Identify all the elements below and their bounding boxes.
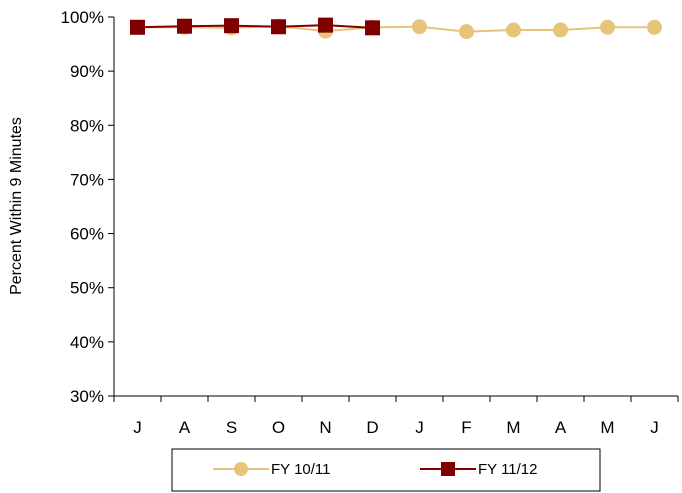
y-tick-label: 30% [70, 387, 104, 406]
data-point [177, 18, 192, 34]
data-point [506, 22, 521, 38]
y-tick-label: 40% [70, 333, 104, 352]
y-axis-title: Percent Within 9 Minutes [8, 117, 25, 295]
series-line [137, 24, 373, 29]
data-point [318, 17, 333, 33]
x-tick-label: A [179, 418, 191, 437]
legend-marker [441, 462, 455, 476]
plot-area [113, 17, 678, 397]
legend: FY 10/11 FY 11/12 [171, 448, 601, 492]
x-tick-label: A [555, 418, 567, 437]
data-point [553, 22, 568, 38]
data-point [224, 18, 239, 34]
legend-item: FY 11/12 [420, 461, 538, 478]
x-tick-label: M [506, 418, 520, 437]
x-tick-label: M [600, 418, 614, 437]
legend-label: FY 11/12 [478, 461, 538, 478]
x-tick-label: S [226, 418, 237, 437]
y-tick-label: 50% [70, 279, 104, 298]
y-tick-label: 60% [70, 225, 104, 244]
x-tick-label: J [650, 418, 659, 437]
x-tick-label: D [366, 418, 378, 437]
legend-label: FY 10/11 [271, 461, 331, 478]
series-1 [130, 18, 662, 40]
legend-item: FY 10/11 [213, 461, 331, 478]
data-point [412, 19, 427, 35]
data-point [647, 19, 662, 35]
data-point [600, 19, 615, 35]
legend-box [171, 448, 601, 492]
legend-marker [234, 462, 248, 476]
series-layer [130, 17, 662, 40]
y-tick-label: 70% [70, 170, 104, 189]
y-tick-label: 80% [70, 116, 104, 135]
data-point [271, 19, 286, 35]
series-2 [130, 17, 380, 36]
data-point [130, 19, 145, 35]
y-tick-label: 90% [70, 62, 104, 81]
data-point [365, 20, 380, 36]
y-tick-label: 100% [61, 8, 104, 27]
x-tick-label: J [133, 418, 142, 437]
x-tick-label: J [415, 418, 424, 437]
series-line [137, 25, 655, 33]
x-tick-label: O [272, 418, 285, 437]
x-tick-label: N [319, 418, 331, 437]
y-axis: 30% 40% 50% 60% 70% 80% 90% 100% [61, 8, 114, 406]
x-tick-label: F [461, 418, 471, 437]
data-point [459, 24, 474, 40]
